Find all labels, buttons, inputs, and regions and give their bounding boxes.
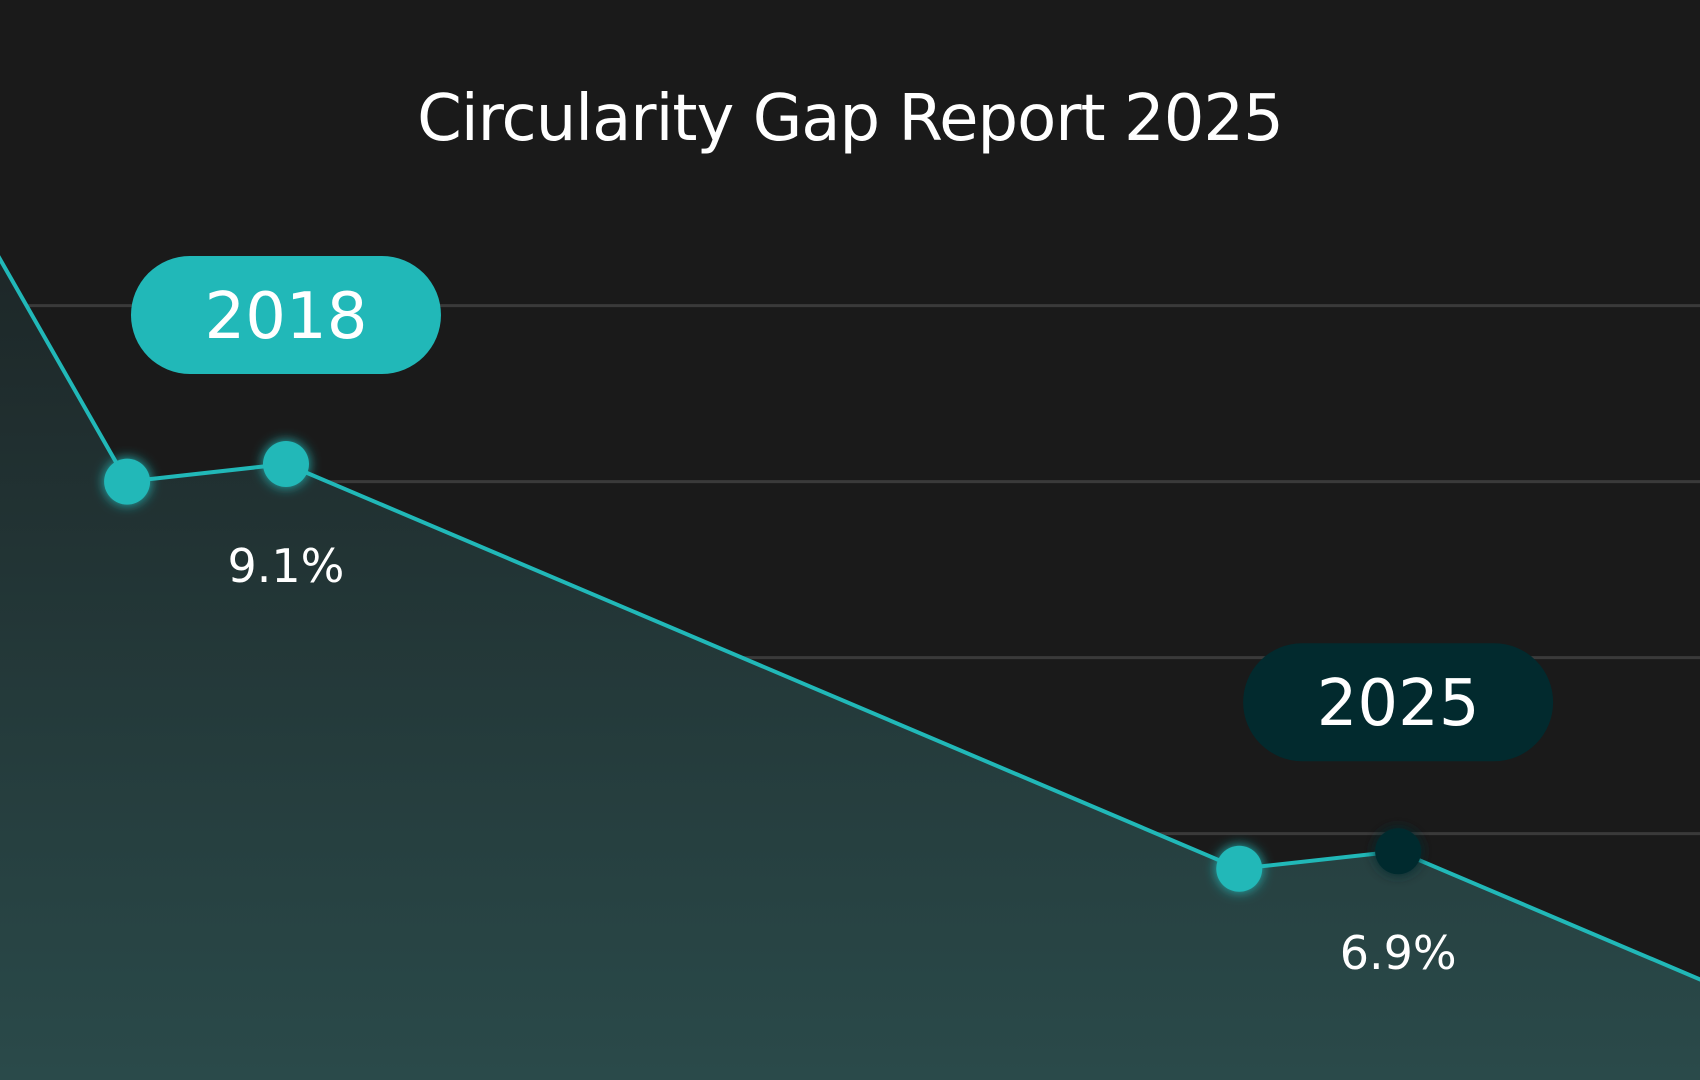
highlight-2025: 2025 6.9% <box>1243 643 1554 980</box>
value-label: 9.1% <box>228 539 345 593</box>
year-pill <box>130 256 441 374</box>
data-points <box>104 441 1422 892</box>
area-fill-path <box>0 259 1700 1080</box>
year-pill <box>1243 643 1554 762</box>
data-point-2024 <box>1216 845 1263 892</box>
value-label: 6.9% <box>1340 926 1457 980</box>
data-point-2017 <box>104 458 151 505</box>
data-point-2018 <box>262 441 309 487</box>
area-fill <box>0 259 1700 1080</box>
chart-title: Circularity Gap Report 2025 <box>417 82 1284 156</box>
data-point-2025 <box>1375 828 1422 875</box>
series-line <box>0 255 1700 982</box>
year-pill-label: 2018 <box>205 280 368 354</box>
highlight-2018: 2018 9.1% <box>130 256 441 593</box>
year-pill-label: 2025 <box>1317 667 1480 741</box>
highlight-labels: 2018 9.1% 2025 6.9% <box>130 256 1554 980</box>
series-line-path <box>0 255 1700 982</box>
